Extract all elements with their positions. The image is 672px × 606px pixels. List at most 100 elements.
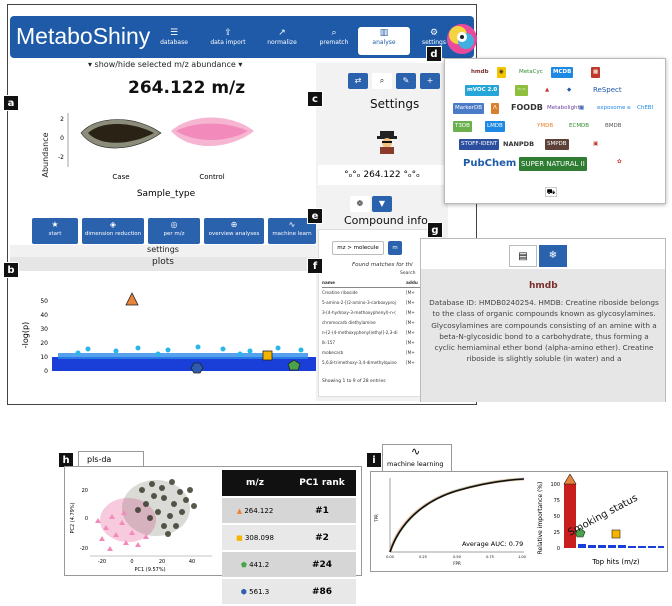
plsda-xlabel: PC1 (9.57%) bbox=[134, 567, 165, 573]
plsda-ytick: 20 bbox=[82, 488, 88, 494]
btn-label: machine learn bbox=[272, 231, 312, 237]
roc-tick: 1.00 bbox=[518, 555, 526, 559]
cell-adduct: [M+ bbox=[406, 350, 415, 355]
rank-col-mz: m/z bbox=[222, 470, 288, 498]
btn-label: per m/z bbox=[163, 231, 185, 237]
db-logo[interactable]: ✿ bbox=[617, 159, 622, 165]
table-row[interactable]: 3-(4-hydroxy-3-methoxyphenyl)-n-([M+ bbox=[322, 310, 422, 315]
db-logo[interactable]: PubChem bbox=[463, 158, 517, 169]
cell-adduct: [M+ bbox=[406, 290, 415, 295]
tab-molecule-mz[interactable]: m bbox=[388, 241, 402, 255]
tab-mz-molecule[interactable]: mz > molecule bbox=[332, 241, 384, 255]
cell-name: lk-157 bbox=[322, 340, 336, 345]
db-logo[interactable]: NANPDB bbox=[503, 140, 535, 148]
db-logo[interactable]: BMDB bbox=[605, 123, 622, 129]
nav-settings[interactable]: ⚙ settings bbox=[408, 27, 460, 55]
compound-detail-panel: ▤ ❄ hmdb Database ID: HMDB0240254. HMDB:… bbox=[420, 238, 666, 402]
cell-adduct: [M+ bbox=[406, 360, 415, 365]
db-logo[interactable]: ▣ bbox=[593, 141, 599, 147]
nav-prematch[interactable]: ⌕ prematch bbox=[308, 27, 360, 55]
case-ellipse bbox=[122, 480, 190, 536]
db-logo[interactable]: MCDB bbox=[551, 67, 574, 78]
mz-toggle[interactable]: ▾ show/hide selected m/z abundance ▾ bbox=[88, 60, 243, 69]
db-logo[interactable]: ▦ bbox=[579, 105, 585, 111]
db-logo[interactable]: exposome explorer bbox=[597, 105, 631, 111]
label-d: d bbox=[426, 46, 442, 62]
db-logo[interactable]: SUPER NATURAL II bbox=[519, 157, 587, 171]
db-logo[interactable]: ◉ bbox=[497, 67, 506, 78]
importance-ytick: 25 bbox=[554, 530, 560, 536]
app-title[interactable]: MetaboShiny bbox=[16, 23, 151, 49]
btn-start[interactable]: ★ start bbox=[32, 218, 78, 244]
search-icon: ⌕ bbox=[379, 76, 385, 85]
tab-settings[interactable]: settings bbox=[10, 245, 316, 257]
app-window: MetaboShiny ☰ database ⇪ data import ↗ norm… bbox=[7, 4, 477, 405]
violin-plot: Abundance 2 0 -2 Case Control Sample_typ… bbox=[41, 113, 254, 199]
db-logo[interactable]: SMPDB bbox=[545, 139, 569, 150]
db-logo[interactable]: FOODB bbox=[511, 103, 543, 112]
db-logo[interactable]: ECMDB bbox=[569, 123, 590, 129]
paw-button[interactable]: ❁ bbox=[350, 196, 370, 212]
db-logo[interactable]: mVOC 2.0 bbox=[465, 85, 500, 96]
cell-name: mobecarb bbox=[322, 350, 344, 355]
db-logo[interactable]: T3DB bbox=[453, 121, 472, 132]
tab-book[interactable]: ▤ bbox=[509, 245, 537, 267]
table-row[interactable]: 5-amino-2-[(2-amino-3-carboxyproj [M+ bbox=[322, 300, 422, 305]
table-row[interactable]: 5,6,8-trimethoxy-3,4-dimethylquino [M+ bbox=[322, 360, 422, 365]
btn-label: overview analyses bbox=[208, 231, 260, 237]
db-logo[interactable]: Λ bbox=[491, 103, 499, 114]
nav-data-import[interactable]: ⇪ data import bbox=[202, 27, 254, 55]
nav-analyse[interactable]: ▥ analyse bbox=[358, 27, 410, 55]
smoking-annotation: Smoking status bbox=[566, 493, 639, 539]
settings-title: Settings bbox=[370, 97, 420, 111]
db-logo[interactable]: ~~ bbox=[515, 85, 529, 96]
db-logo[interactable]: ▲ bbox=[545, 87, 550, 93]
db-logo[interactable]: ◆ bbox=[567, 87, 572, 93]
search-button[interactable]: ⌕ bbox=[372, 73, 392, 89]
roc-tick: 0.00 bbox=[386, 555, 394, 559]
table-row[interactable]: n-[2-(4-methoxyphenyl)ethyl]-2,3-di [M+ bbox=[322, 330, 422, 335]
table-row[interactable]: chromocarb diethylamine [M+ bbox=[322, 320, 422, 325]
add-button[interactable]: + bbox=[420, 73, 440, 89]
plsda-tab[interactable]: pls-da bbox=[78, 451, 144, 467]
table-row[interactable]: lk-157 [M+ bbox=[322, 340, 422, 345]
manhattan-ytick: 40 bbox=[40, 312, 48, 319]
tab-snowflake[interactable]: ❄ bbox=[539, 245, 567, 267]
nav-label: database bbox=[160, 39, 188, 46]
metaboshiny-logo bbox=[447, 24, 477, 54]
cell-name: chromocarb diethylamine bbox=[322, 320, 376, 325]
btn-per-mz[interactable]: ◎ per m/z bbox=[148, 218, 200, 244]
btn-dimension-reduction[interactable]: ◈ dimension reduction bbox=[82, 218, 144, 244]
db-logo[interactable]: hmdb bbox=[471, 69, 489, 75]
filter-button[interactable]: ▼ bbox=[372, 196, 392, 212]
ml-tab[interactable]: ∿ machine learning bbox=[382, 444, 452, 472]
cell-adduct: [M+ bbox=[406, 330, 415, 335]
db-logo[interactable]: ReSpect bbox=[593, 86, 622, 94]
db-logo[interactable]: MarkerDB bbox=[453, 103, 485, 114]
swap-button[interactable]: ⇄ bbox=[348, 73, 368, 89]
db-logo[interactable]: Metabolights bbox=[547, 105, 583, 111]
db-logo[interactable]: YMDB bbox=[537, 123, 554, 129]
plsda-ytick: 0 bbox=[85, 516, 88, 522]
compound-info-title: Compound info bbox=[344, 214, 428, 227]
rank-header: m/z PC1 rank bbox=[222, 470, 356, 498]
table-row[interactable]: mobecarb [M+ bbox=[322, 350, 422, 355]
nav-database[interactable]: ☰ database bbox=[148, 27, 200, 55]
roc-ylabel: TPR bbox=[374, 514, 379, 523]
nav-normalize[interactable]: ↗ normalize bbox=[256, 27, 308, 55]
db-logo[interactable]: STOFF-IDENT bbox=[459, 139, 500, 150]
plsda-xtick: 40 bbox=[189, 559, 195, 565]
table-row[interactable]: Creatine riboside [M+ bbox=[322, 290, 422, 295]
pencil-button[interactable]: ✎ bbox=[396, 73, 416, 89]
hmdb-logo: hmdb bbox=[529, 281, 558, 291]
pencil-icon: ✎ bbox=[402, 76, 410, 85]
cart-button[interactable]: ⛟ bbox=[545, 187, 557, 197]
db-logo[interactable]: ChEBI bbox=[637, 105, 654, 111]
db-logo[interactable]: ▦ bbox=[591, 67, 601, 78]
db-logo[interactable]: MetaCyc bbox=[519, 69, 543, 75]
db-logo[interactable]: LMDB bbox=[485, 121, 505, 132]
roc-tick: 0.75 bbox=[486, 555, 494, 559]
tab-plots[interactable]: plots bbox=[10, 257, 316, 271]
mz-heading: 264.122 m/z bbox=[128, 78, 246, 98]
btn-overview-analyses[interactable]: ⊕ overview analyses bbox=[204, 218, 264, 244]
